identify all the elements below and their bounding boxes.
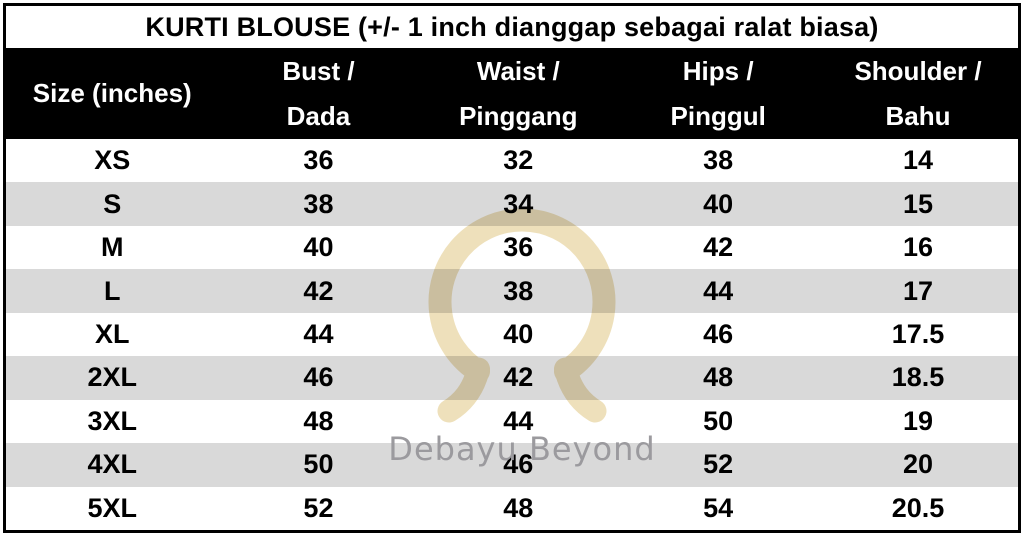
header-shoulder-line1: Shoulder / — [854, 55, 982, 86]
cell-bust: 42 — [303, 275, 334, 306]
cell-waist: 48 — [503, 492, 534, 523]
cell-bust: 46 — [303, 362, 334, 393]
cell-bust: 36 — [303, 145, 334, 176]
cell-hips: 38 — [703, 145, 734, 176]
cell-size: 3XL — [87, 405, 138, 436]
cell-shoulder: 16 — [903, 232, 934, 263]
header-hips-line1: Hips / — [682, 55, 754, 86]
cell-waist: 32 — [503, 145, 534, 176]
cell-bust: 50 — [303, 449, 334, 480]
cell-bust: 38 — [303, 188, 334, 219]
cell-bust: 52 — [303, 492, 334, 523]
cell-bust: 48 — [303, 405, 334, 436]
header-hips-line2: Pinggul — [670, 100, 766, 131]
cell-hips: 42 — [703, 232, 734, 263]
header-hips: Hips / Pinggul — [618, 48, 818, 139]
cell-shoulder: 17 — [903, 275, 934, 306]
cell-hips: 52 — [703, 449, 734, 480]
cell-waist: 38 — [503, 275, 534, 306]
header-waist-line2: Pinggang — [459, 100, 578, 131]
cell-waist: 46 — [503, 449, 534, 480]
table-row: L 42 38 44 17 — [6, 269, 1018, 313]
cell-shoulder: 17.5 — [891, 318, 945, 349]
cell-hips: 46 — [703, 318, 734, 349]
cell-bust: 44 — [303, 318, 334, 349]
header-shoulder-line2: Bahu — [885, 100, 951, 131]
cell-hips: 50 — [703, 405, 734, 436]
cell-shoulder: 14 — [903, 145, 934, 176]
table-row: S 38 34 40 15 — [6, 182, 1018, 226]
table-row: 3XL 48 44 50 19 — [6, 399, 1018, 444]
table-row: XS 36 32 38 14 — [6, 139, 1018, 183]
cell-bust: 40 — [303, 232, 334, 263]
cell-shoulder: 19 — [903, 405, 934, 436]
cell-hips: 54 — [703, 492, 734, 523]
cell-hips: 44 — [703, 275, 734, 306]
table-row: 4XL 50 46 52 20 — [6, 443, 1018, 487]
header-size: Size (inches) — [32, 78, 192, 108]
header-waist-line1: Waist / — [476, 55, 560, 86]
header-waist: Waist / Pinggang — [418, 48, 618, 139]
cell-size: XS — [94, 145, 131, 176]
cell-waist: 36 — [503, 232, 534, 263]
cell-size: L — [104, 275, 121, 306]
chart-title: KURTI BLOUSE (+/- 1 inch dianggap sebaga… — [6, 6, 1018, 48]
cell-waist: 44 — [503, 405, 534, 436]
cell-size: 2XL — [87, 362, 138, 393]
cell-hips: 48 — [703, 362, 734, 393]
table-row: XL 44 40 46 17.5 — [6, 312, 1018, 357]
header-shoulder: Shoulder / Bahu — [818, 48, 1018, 139]
table-row: M 40 36 42 16 — [6, 225, 1018, 270]
header-bust-line2: Dada — [286, 100, 351, 131]
cell-size: S — [103, 188, 122, 219]
cell-shoulder: 18.5 — [891, 362, 945, 393]
cell-shoulder: 20.5 — [891, 492, 945, 523]
table-row: 5XL 52 48 54 20.5 — [6, 486, 1018, 530]
cell-shoulder: 20 — [903, 449, 934, 480]
size-chart-table: KURTI BLOUSE (+/- 1 inch dianggap sebaga… — [3, 3, 1021, 533]
cell-hips: 40 — [703, 188, 734, 219]
cell-size: 5XL — [87, 492, 138, 523]
table-row: 2XL 46 42 48 18.5 — [6, 356, 1018, 400]
table-header: Size (inches) Bust / Dada Waist / Pingga… — [6, 48, 1018, 139]
cell-size: 4XL — [87, 449, 138, 480]
cell-size: M — [101, 232, 124, 263]
cell-shoulder: 15 — [903, 188, 934, 219]
cell-waist: 34 — [503, 188, 534, 219]
header-bust: Bust / Dada — [219, 48, 419, 139]
cell-waist: 42 — [503, 362, 534, 393]
cell-waist: 40 — [503, 318, 534, 349]
header-bust-line1: Bust / — [282, 55, 355, 86]
cell-size: XL — [95, 318, 130, 349]
